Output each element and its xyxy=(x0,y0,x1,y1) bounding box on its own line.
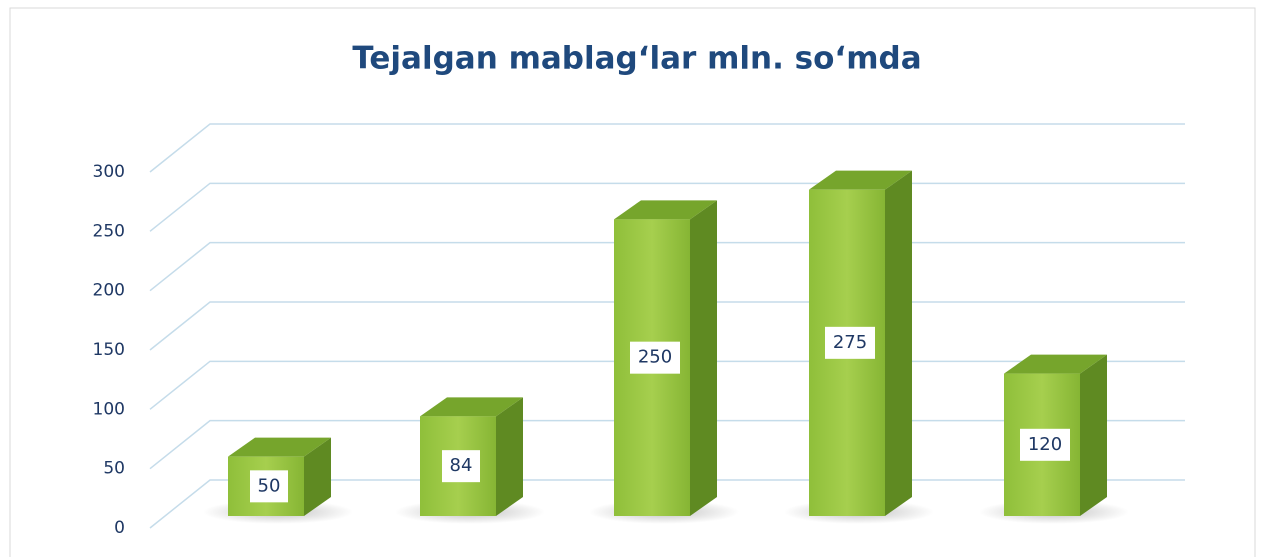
bar-top xyxy=(1004,354,1107,374)
y-tick-label: 0 xyxy=(114,518,125,538)
bar-side xyxy=(885,170,912,516)
bar-top xyxy=(420,397,523,417)
data-label-box xyxy=(825,326,875,359)
data-label: 50 xyxy=(258,475,281,496)
bar-top xyxy=(809,170,912,190)
bar-top xyxy=(228,437,331,457)
data-label: 275 xyxy=(833,332,867,353)
bar-side xyxy=(496,397,523,516)
y-tick-label: 100 xyxy=(93,399,125,419)
y-tick-label: 150 xyxy=(93,340,125,360)
data-label: 84 xyxy=(450,455,473,476)
data-label-box xyxy=(1020,428,1070,461)
data-label-box xyxy=(630,341,680,374)
bar-side xyxy=(304,437,331,516)
data-label-box xyxy=(442,450,480,483)
data-label-box xyxy=(250,470,288,503)
chart-title: Tejalgan mablag‘lar mln. so‘mda xyxy=(352,41,921,77)
y-tick-label: 250 xyxy=(93,221,125,241)
bar-side xyxy=(690,200,717,517)
y-tick-label: 300 xyxy=(93,162,125,182)
y-tick-label: 200 xyxy=(93,281,125,301)
bar-side xyxy=(1080,354,1107,516)
data-label: 250 xyxy=(638,347,672,368)
data-label: 120 xyxy=(1028,434,1062,455)
bar-top xyxy=(614,200,717,220)
grid-line xyxy=(149,123,1185,173)
y-tick-label: 50 xyxy=(103,459,125,479)
